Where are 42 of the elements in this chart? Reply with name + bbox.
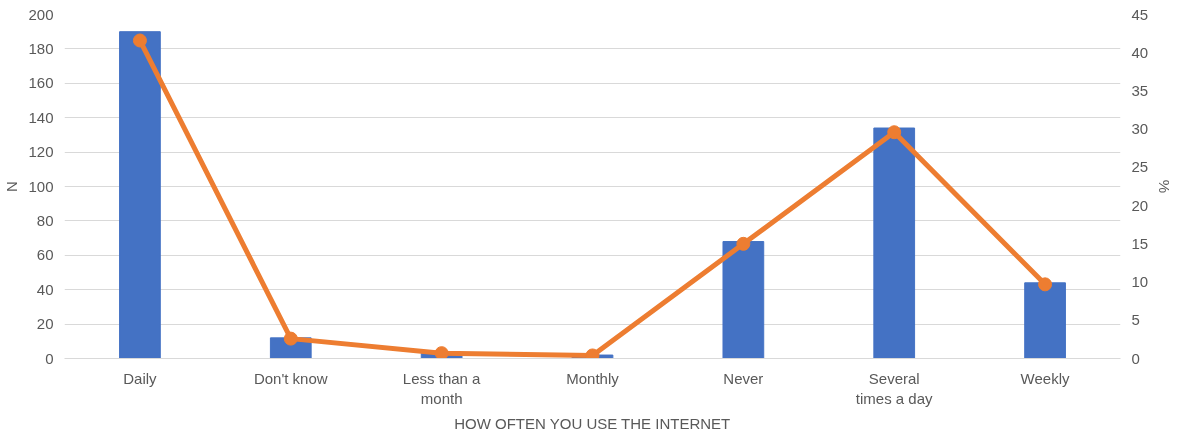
- point: [283, 331, 298, 346]
- y-tick-label: 40: [36, 280, 54, 298]
- y-tick-label: 80: [36, 211, 54, 229]
- y-tick-label: 120: [28, 143, 54, 161]
- y-tick-label: 100: [28, 177, 54, 195]
- x-axis-title: HOW OFTEN YOU USE THE INTERNET: [454, 414, 731, 432]
- y2-tick-label: 40: [1131, 43, 1149, 61]
- y2-tick-label: 0: [1131, 349, 1140, 367]
- y-tick-label: 200: [28, 5, 54, 23]
- y2-tick-label: 20: [1131, 196, 1149, 214]
- x-tick-label: Daily: [123, 369, 158, 387]
- y2-tick-label: 30: [1131, 120, 1149, 138]
- x-tick-label: Several times a day: [855, 369, 934, 407]
- y2-tick-label: 5: [1131, 311, 1140, 329]
- point: [585, 348, 600, 359]
- y-tick-label: 20: [36, 315, 54, 333]
- y2-tick-label: 35: [1131, 81, 1149, 99]
- y-tick-label: 140: [28, 108, 54, 126]
- bar: [722, 241, 765, 359]
- y2-tick-label: 25: [1131, 158, 1149, 176]
- point: [736, 236, 751, 251]
- y-tick-label: 160: [28, 74, 54, 92]
- x-tick-label: Don't know: [253, 369, 328, 387]
- y2-axis-title: %: [1156, 179, 1174, 194]
- point: [1038, 277, 1053, 292]
- y-tick-label: 60: [36, 246, 54, 264]
- y2-tick-label: 15: [1131, 234, 1149, 252]
- y-tick-label: 0: [45, 349, 54, 367]
- point: [132, 33, 147, 48]
- y-axis-title: N: [3, 181, 21, 192]
- x-tick-label: Monthly: [566, 369, 620, 387]
- point: [434, 346, 449, 359]
- y2-tick-label: 45: [1131, 5, 1149, 23]
- y-tick-label: 180: [28, 39, 54, 57]
- y2-tick-label: 10: [1131, 273, 1149, 291]
- bar: [119, 31, 161, 359]
- x-tick-label: Weekly: [1020, 369, 1071, 387]
- point: [887, 125, 902, 140]
- bar: [873, 127, 916, 359]
- x-tick-label: Never: [723, 369, 764, 387]
- x-tick-label: Less than a month: [402, 369, 482, 407]
- bar: [1024, 282, 1066, 359]
